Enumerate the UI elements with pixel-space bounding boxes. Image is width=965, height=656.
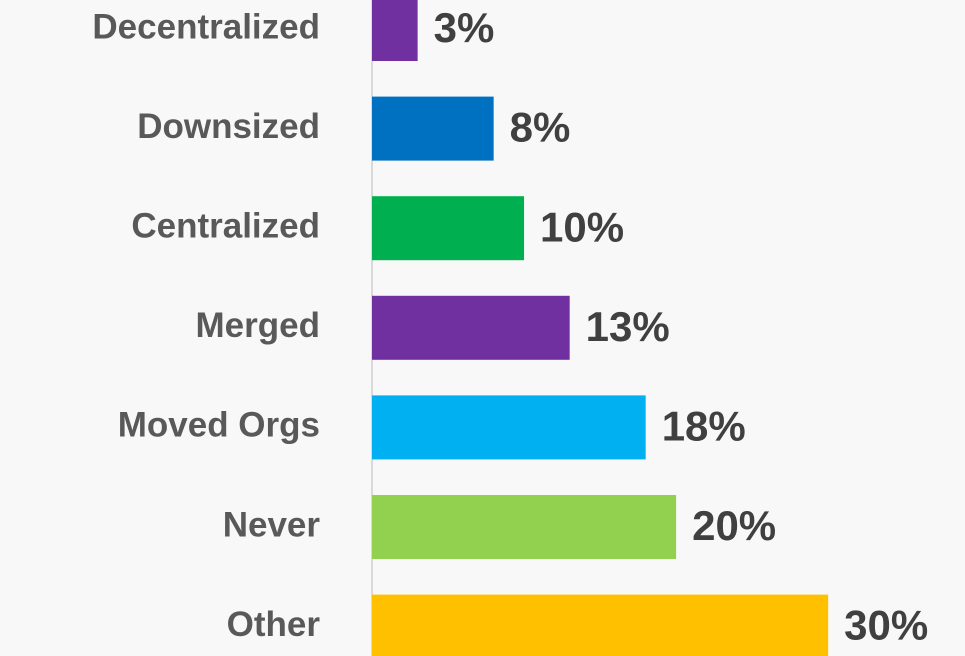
data-label: 18%: [662, 402, 746, 449]
bar: [372, 96, 494, 161]
category-label: Moved Orgs: [118, 406, 320, 445]
data-label: 3%: [434, 4, 495, 51]
category-label: Merged: [196, 306, 320, 345]
data-label: 30%: [844, 602, 928, 649]
category-label: Never: [223, 505, 321, 544]
category-label: Centralized: [131, 206, 320, 245]
data-label: 20%: [692, 502, 776, 549]
bar: [372, 196, 525, 261]
category-label: Decentralized: [92, 7, 320, 46]
bar: [372, 395, 646, 460]
bar: [372, 495, 677, 559]
category-label: Downsized: [137, 107, 320, 146]
bar: [372, 594, 829, 656]
data-label: 10%: [540, 203, 624, 250]
bar: [372, 0, 418, 61]
category-label: Other: [227, 605, 321, 644]
data-label: 8%: [510, 104, 571, 151]
bar: [372, 295, 570, 360]
data-label: 13%: [586, 303, 670, 350]
